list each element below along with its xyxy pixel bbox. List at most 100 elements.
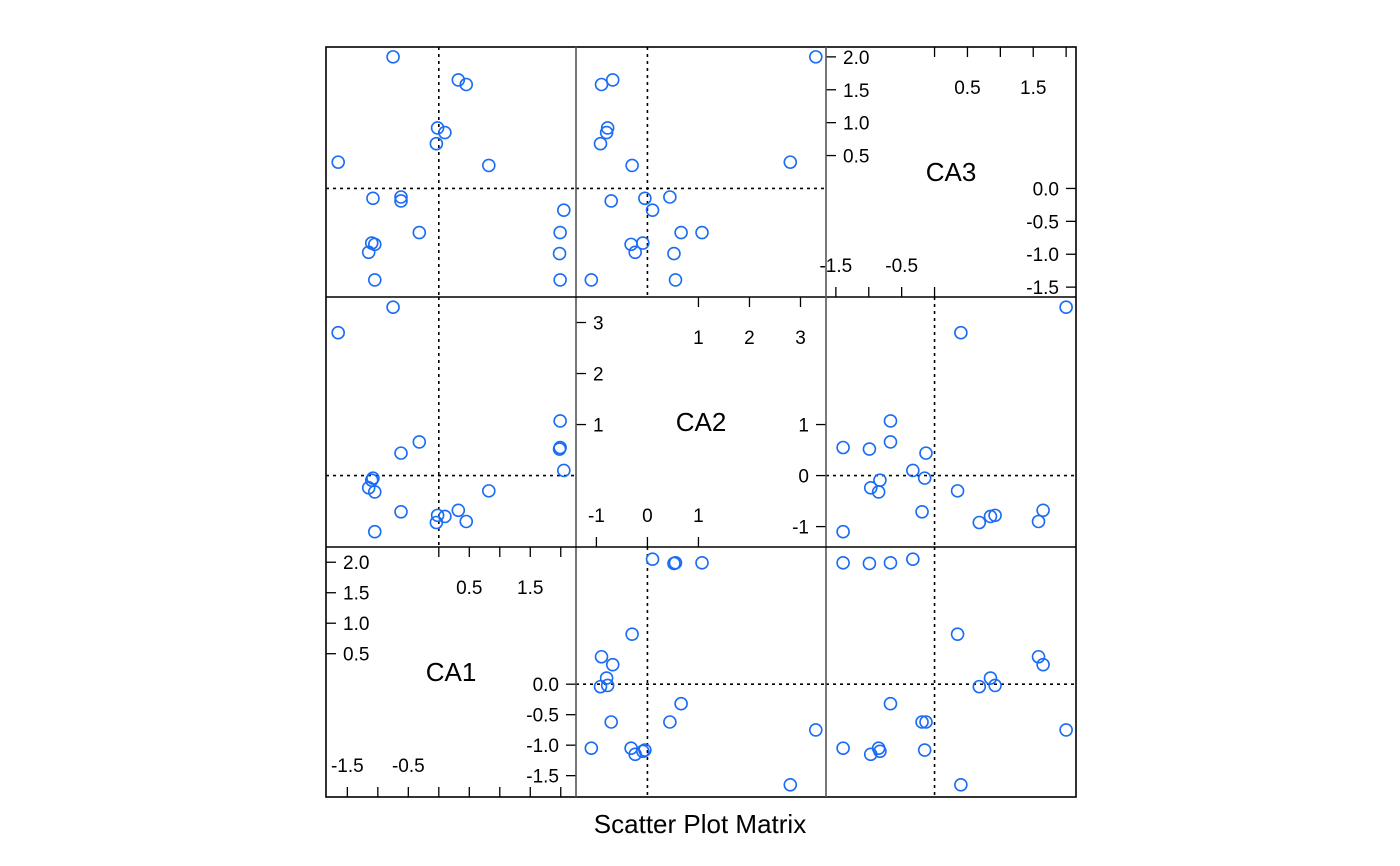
data-point (1036, 503, 1050, 518)
diag-tick-label-right: 0.0 (1033, 179, 1059, 200)
data-point (584, 273, 599, 287)
data-point (605, 73, 620, 87)
data-point (667, 246, 681, 261)
data-point (361, 245, 376, 260)
data-point (364, 473, 379, 487)
data-point (836, 524, 850, 539)
diag-tick-label-right: -1 (792, 518, 809, 539)
data-point (429, 136, 444, 151)
data-point (873, 744, 887, 759)
data-point (394, 194, 408, 208)
data-point (638, 191, 652, 206)
data-point (604, 194, 619, 208)
diag-tick-label-left: 1.5 (843, 81, 869, 102)
diag-tick-label-right: -1.5 (526, 767, 559, 788)
diag-tick-label-left: 1.5 (343, 584, 369, 605)
diag-tick-label-left: 0.5 (343, 645, 369, 666)
data-point (695, 225, 709, 240)
data-point (988, 678, 1002, 693)
data-point (429, 515, 444, 530)
data-point (674, 225, 688, 240)
data-point (553, 440, 567, 455)
data-point (917, 471, 932, 485)
data-point (663, 190, 677, 204)
variable-label-ca3: CA3 (926, 157, 977, 187)
diag-tick-label-right: -0.5 (1026, 212, 1059, 233)
data-point (386, 300, 400, 315)
data-point (919, 446, 933, 460)
data-point (367, 273, 382, 287)
data-point (862, 556, 877, 571)
diag-tick-label-right: -0.5 (526, 706, 559, 727)
data-point (412, 435, 427, 449)
diag-tick-label-top: 0.5 (456, 578, 482, 599)
axis-ticks-layer: -1.5 -0.5 0.5 1.5 0.5 1.0 1.5 2.0 -1.5 -1.0 -0.5 0.… (326, 47, 1076, 797)
diag-tick-label-left: 2.0 (843, 48, 869, 69)
data-point (438, 125, 452, 140)
diag-tick-label-right: 0 (798, 467, 809, 488)
data-point (674, 696, 688, 711)
data-point (950, 484, 965, 498)
diag-tick-label-bottom: -1.5 (819, 256, 852, 277)
data-point (1059, 723, 1073, 737)
panel-ca3-vs-ca2 (576, 47, 826, 297)
data-point (386, 50, 400, 64)
diag-tick-label-left: 2 (593, 365, 604, 386)
panels-layer: CA3 CA2 CA1 (326, 47, 1076, 797)
data-point (593, 679, 608, 694)
data-point (668, 556, 683, 570)
data-point (919, 715, 933, 729)
data-point (972, 679, 987, 694)
data-point (451, 503, 466, 518)
panel-ca2-vs-ca2: CA2 (676, 407, 727, 437)
data-point (625, 627, 639, 641)
data-point (836, 440, 850, 455)
data-point (645, 552, 660, 566)
diag-tick-label-left: 0.5 (843, 147, 869, 168)
data-point (1059, 300, 1073, 315)
data-point (783, 778, 798, 792)
x-axis-label: Scatter Plot Matrix (594, 809, 806, 839)
diag-tick-label-left: 2.0 (343, 553, 369, 574)
panel-ca1-vs-ca3 (826, 547, 1076, 797)
data-point (808, 723, 823, 737)
data-point (988, 508, 1002, 523)
data-point (917, 743, 932, 757)
data-point (604, 715, 619, 729)
data-point (367, 524, 382, 539)
diag-tick-label-bottom: -1 (588, 506, 605, 527)
diag-tick-label-bottom: -1.5 (331, 756, 364, 777)
data-point (883, 414, 898, 428)
panel-ca2-vs-ca3 (826, 297, 1076, 547)
diag-tick-label-left: 1.0 (343, 614, 369, 635)
data-point (482, 484, 496, 498)
data-point (412, 225, 427, 240)
data-point (459, 77, 474, 92)
panel-ca3-vs-ca3: CA3 (926, 157, 977, 187)
data-point (808, 50, 823, 64)
matrix-border (325, 46, 1077, 798)
data-point (594, 77, 609, 92)
data-point (553, 225, 567, 240)
data-point (430, 508, 445, 523)
data-point (366, 471, 380, 485)
diag-tick-label-left: 1.0 (843, 114, 869, 135)
data-point (954, 325, 968, 340)
data-point (638, 743, 652, 757)
data-point (584, 741, 599, 756)
data-point (783, 155, 798, 169)
data-point (915, 504, 929, 519)
diag-tick-label-top: 1.5 (517, 578, 543, 599)
data-point (459, 514, 474, 529)
data-point (645, 203, 660, 217)
diag-tick-label-top: 0.5 (954, 78, 980, 99)
diag-tick-label-top: 1.5 (1020, 78, 1046, 99)
data-point (836, 741, 850, 756)
diag-tick-label-bottom: -0.5 (885, 256, 918, 277)
panel-ca3-vs-ca1 (326, 47, 576, 297)
data-point (366, 191, 380, 206)
data-point (605, 657, 620, 672)
data-point (430, 121, 445, 135)
data-point (906, 552, 920, 566)
diag-tick-label-right: 0.0 (533, 675, 559, 696)
